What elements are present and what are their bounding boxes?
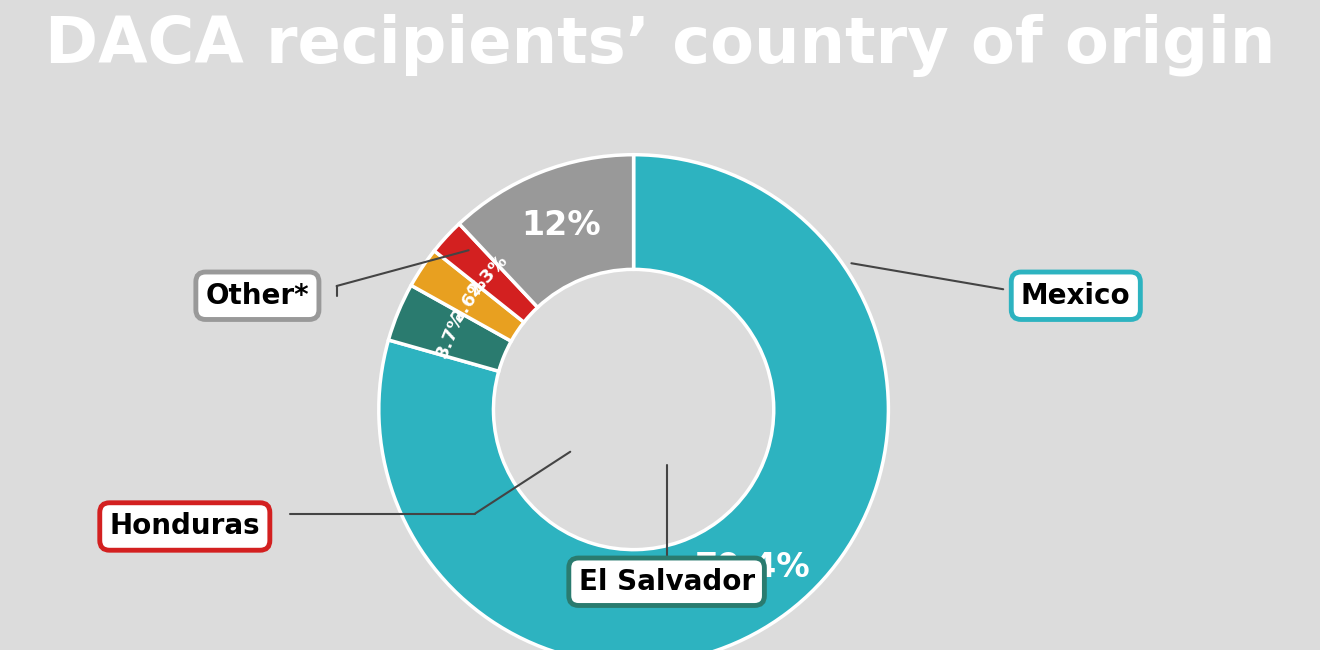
Text: 79.4%: 79.4%: [694, 551, 810, 584]
Text: Mexico: Mexico: [1020, 281, 1131, 310]
Text: El Salvador: El Salvador: [578, 567, 755, 596]
Wedge shape: [379, 155, 888, 650]
Wedge shape: [459, 155, 634, 307]
Text: 2.3%: 2.3%: [465, 251, 512, 300]
Text: 12%: 12%: [521, 209, 601, 242]
Wedge shape: [411, 251, 524, 341]
Text: Honduras: Honduras: [110, 512, 260, 541]
Text: 3.7%: 3.7%: [433, 307, 469, 361]
Text: 2.6%: 2.6%: [449, 274, 491, 325]
Text: DACA recipients’ country of origin: DACA recipients’ country of origin: [45, 14, 1275, 77]
Wedge shape: [434, 224, 537, 322]
Text: Other*: Other*: [206, 281, 309, 310]
Wedge shape: [388, 285, 511, 371]
